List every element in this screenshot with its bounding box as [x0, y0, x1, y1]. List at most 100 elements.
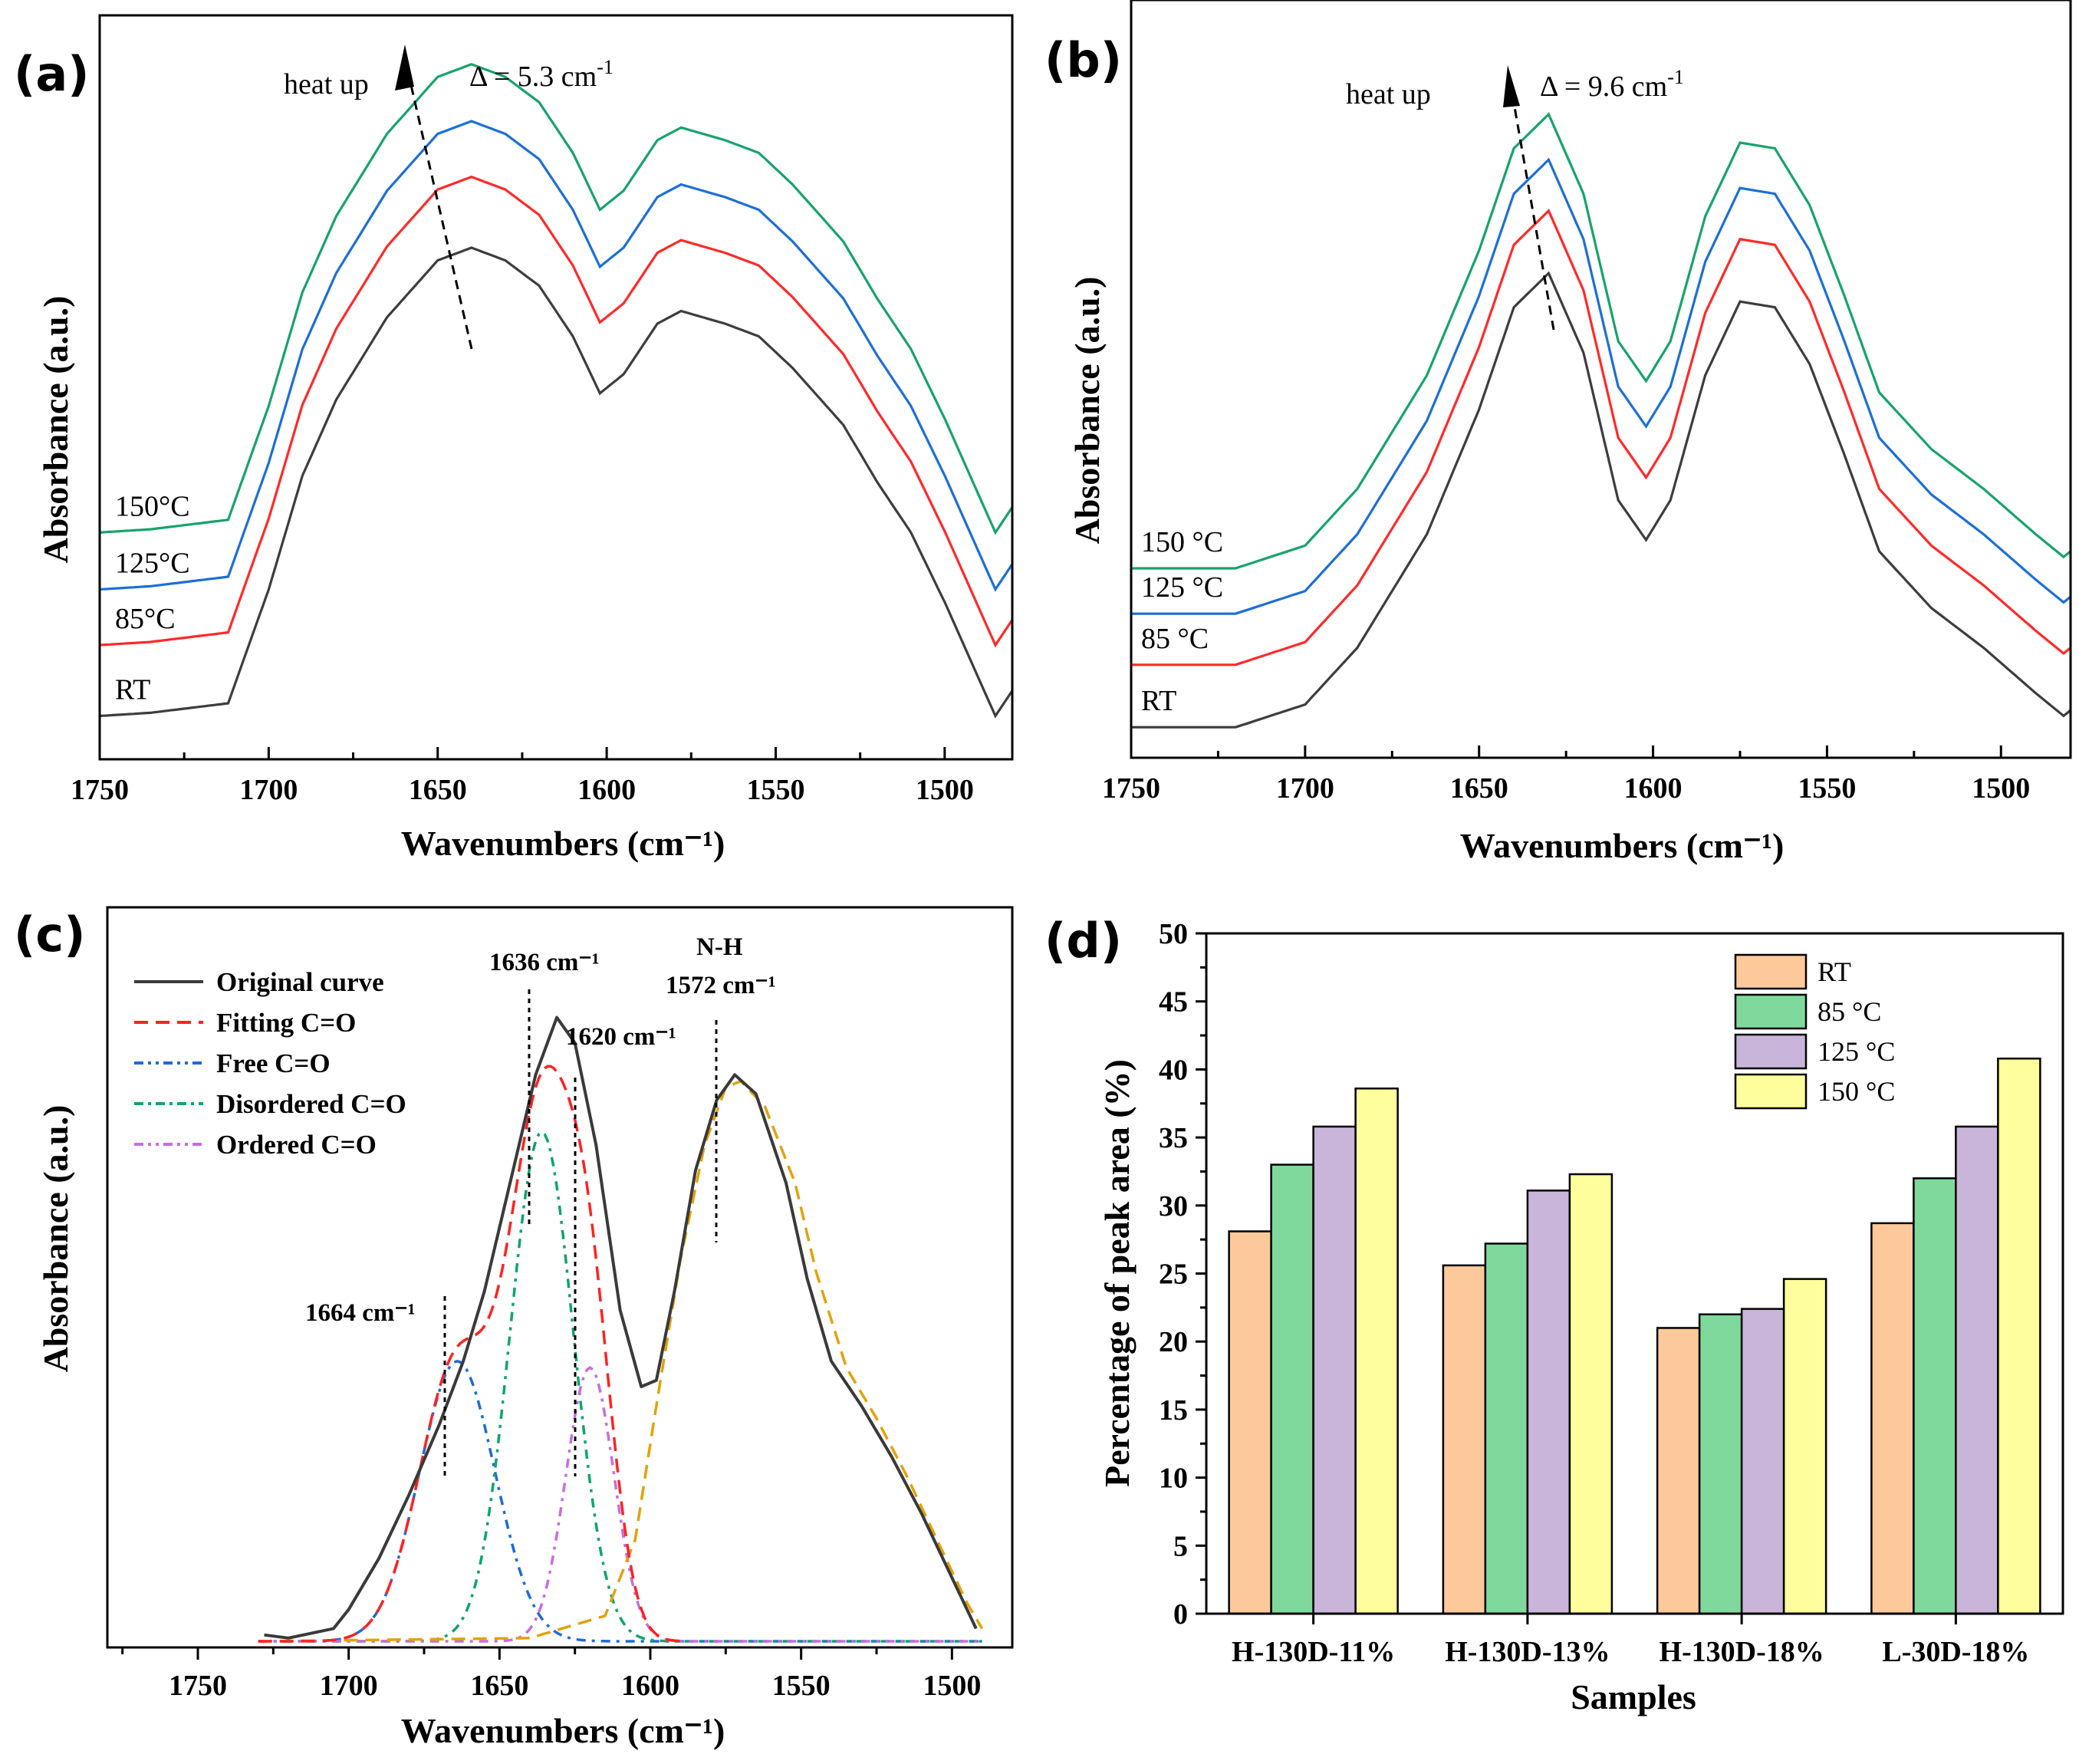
panel-b-xticks: 1750 1700 1650 1600 1550 1500 — [1102, 745, 2030, 805]
panel-b-xlabel: Wavenumbers (cm⁻¹) — [1460, 826, 1785, 865]
panel-b-series-labels: RT 85 °C 125 °C 150 °C — [1141, 526, 1223, 717]
panel-d-bars — [1228, 1057, 2041, 1615]
curve-ordered-c-o — [258, 1365, 982, 1643]
panel-d-ytick-label: 25 — [1159, 1259, 1188, 1291]
panel-d-ytick-label: 45 — [1159, 986, 1188, 1019]
bar-h-130d-18--150c — [1782, 1278, 1827, 1615]
panel-b-tick-label: 1700 — [1276, 772, 1334, 805]
legend-fitting-label: Fitting C=O — [216, 1008, 356, 1038]
panel-d-ytick-label: 20 — [1159, 1326, 1188, 1358]
panel-b-series-label: RT — [1141, 685, 1176, 717]
legend-free: Free C=O — [134, 1048, 331, 1078]
panel-d-ytick-label: 40 — [1159, 1054, 1188, 1086]
panel-b-delta: Δ = 9.6 cm-1 — [1540, 66, 1684, 103]
panel-d-ytick-label: 0 — [1173, 1598, 1188, 1631]
panel-d-category-label: H-130D-18% — [1659, 1636, 1824, 1668]
panel-c-tick-label: 1700 — [320, 1670, 378, 1702]
panel-b-label: (b) — [1044, 32, 1122, 88]
panel-c-tick-label: 1600 — [621, 1670, 679, 1702]
panel-b-tick-label: 1600 — [1624, 772, 1683, 805]
bar-h-130d-11--rt — [1228, 1230, 1272, 1615]
bar-l-30d-18--85c — [1913, 1177, 1957, 1615]
legend-swatch-85c — [1734, 993, 1808, 1030]
legend-label-150c: 150 °C — [1817, 1076, 1895, 1107]
panel-d: (d) Percentage of peak area (%) Samples … — [1044, 913, 2064, 1716]
panel-d-ytick-label: 15 — [1159, 1394, 1188, 1427]
peak-1572-label: 1572 cm⁻¹ — [666, 972, 776, 999]
panel-a-tick-label: 1550 — [746, 774, 804, 806]
panel-b: (b) Absorbance (a.u.) Wavenumbers (cm⁻¹)… — [1044, 0, 2072, 865]
panel-c-tick-label: 1750 — [169, 1670, 227, 1702]
panel-a-shift-line — [405, 64, 473, 350]
panel-c: (c) Absorbance (a.u.) Wavenumbers (cm⁻¹)… — [14, 906, 1014, 1750]
panel-a-tick-label: 1600 — [577, 774, 636, 806]
panel-d-category-label: H-130D-11% — [1232, 1636, 1395, 1668]
panel-b-heat-up: heat up — [1346, 78, 1431, 110]
panel-d-ytick-label: 50 — [1159, 918, 1188, 950]
curve-fitting-co — [258, 1065, 681, 1643]
panel-a-series-label: 150°C — [115, 490, 190, 522]
panel-d-categories: H-130D-11% H-130D-13% H-130D-18% L-30D-18% — [1232, 1614, 2029, 1668]
panel-b-ylabel: Absorbance (a.u.) — [1067, 277, 1107, 545]
panel-d-ytick-label: 5 — [1173, 1530, 1188, 1562]
panel-a-frame — [98, 14, 1014, 761]
panel-d-ytick-label: 10 — [1159, 1463, 1188, 1495]
curve-original — [264, 1015, 978, 1640]
panel-b-line-85c — [1131, 209, 2072, 666]
panel-d-frame — [1205, 932, 2064, 1615]
legend-original-label: Original curve — [216, 967, 384, 997]
panel-b-series-label: 85 °C — [1141, 623, 1209, 655]
legend-label-rt: RT — [1817, 956, 1851, 987]
nh-label: N-H — [696, 933, 743, 961]
panel-d-legend: RT 85 °C 125 °C 150 °C — [1734, 953, 1895, 1110]
panel-a-line-rt — [99, 246, 1014, 719]
panel-a-line-150c — [99, 63, 1014, 535]
curve-nh-fit — [258, 1079, 984, 1643]
panel-c-ylabel: Absorbance (a.u.) — [36, 1105, 75, 1373]
panel-d-category-label: L-30D-18% — [1882, 1636, 2029, 1668]
bar-l-30d-18--125c — [1955, 1125, 1999, 1615]
panel-d-yticks: 0 5 10 15 20 25 30 35 40 45 50 — [1159, 918, 1206, 1631]
panel-a-tick-label: 1750 — [71, 774, 129, 806]
legend-disordered: Disordered C=O — [134, 1089, 406, 1119]
bar-h-130d-13--150c — [1568, 1173, 1614, 1615]
bar-l-30d-18--rt — [1870, 1222, 1915, 1615]
panel-c-frame — [106, 906, 1014, 1649]
legend-fitting: Fitting C=O — [134, 1008, 356, 1038]
peak-1620-label: 1620 cm⁻¹ — [566, 1023, 676, 1051]
panel-b-series-label: 125 °C — [1141, 571, 1223, 604]
panel-d-xlabel: Samples — [1571, 1677, 1696, 1716]
panel-c-legend: Original curve Fitting C=O Free C=O Diso… — [134, 967, 406, 1160]
legend-swatch-rt — [1734, 953, 1808, 990]
panel-a-label: (a) — [14, 46, 90, 102]
panel-b-shift-line — [1508, 76, 1555, 331]
panel-c-label: (c) — [14, 907, 85, 963]
panel-c-tick-label: 1550 — [772, 1670, 831, 1702]
panel-c-curves — [258, 1015, 984, 1643]
panel-c-tick-label: 1650 — [470, 1670, 528, 1702]
panel-b-tick-label: 1500 — [1972, 772, 2030, 805]
bar-h-130d-18--85c — [1698, 1313, 1743, 1615]
bar-l-30d-18--150c — [1997, 1057, 2041, 1615]
panel-c-xlabel: Wavenumbers (cm⁻¹) — [401, 1711, 725, 1750]
legend-swatch-125c — [1734, 1033, 1808, 1070]
legend-original: Original curve — [134, 967, 384, 997]
panel-a-tick-label: 1650 — [409, 774, 467, 806]
bar-h-130d-11--150c — [1354, 1087, 1399, 1615]
panel-b-tick-label: 1650 — [1450, 772, 1508, 805]
panel-b-line-125c — [1131, 157, 2072, 615]
bar-h-130d-18--125c — [1740, 1308, 1785, 1615]
bar-h-130d-11--85c — [1270, 1163, 1314, 1615]
legend-ordered: Ordered C=O — [134, 1130, 377, 1160]
panel-a-tick-label: 1700 — [239, 774, 298, 806]
panel-a-line-85c — [99, 175, 1014, 648]
panel-b-frame — [1130, 0, 2072, 759]
panel-c-xticks: 1750 1700 1650 1600 1550 1500 — [121, 1647, 981, 1702]
curve-disordered-c-o — [258, 1130, 982, 1643]
panel-a-xlabel: Wavenumbers (cm⁻¹) — [401, 824, 725, 863]
panel-a-arrow-head — [395, 44, 414, 91]
panel-d-ytick-label: 30 — [1159, 1190, 1188, 1223]
panel-a-series-labels: RT 85°C 125°C 150°C — [115, 490, 190, 706]
panel-b-line-150c — [1131, 112, 2072, 570]
